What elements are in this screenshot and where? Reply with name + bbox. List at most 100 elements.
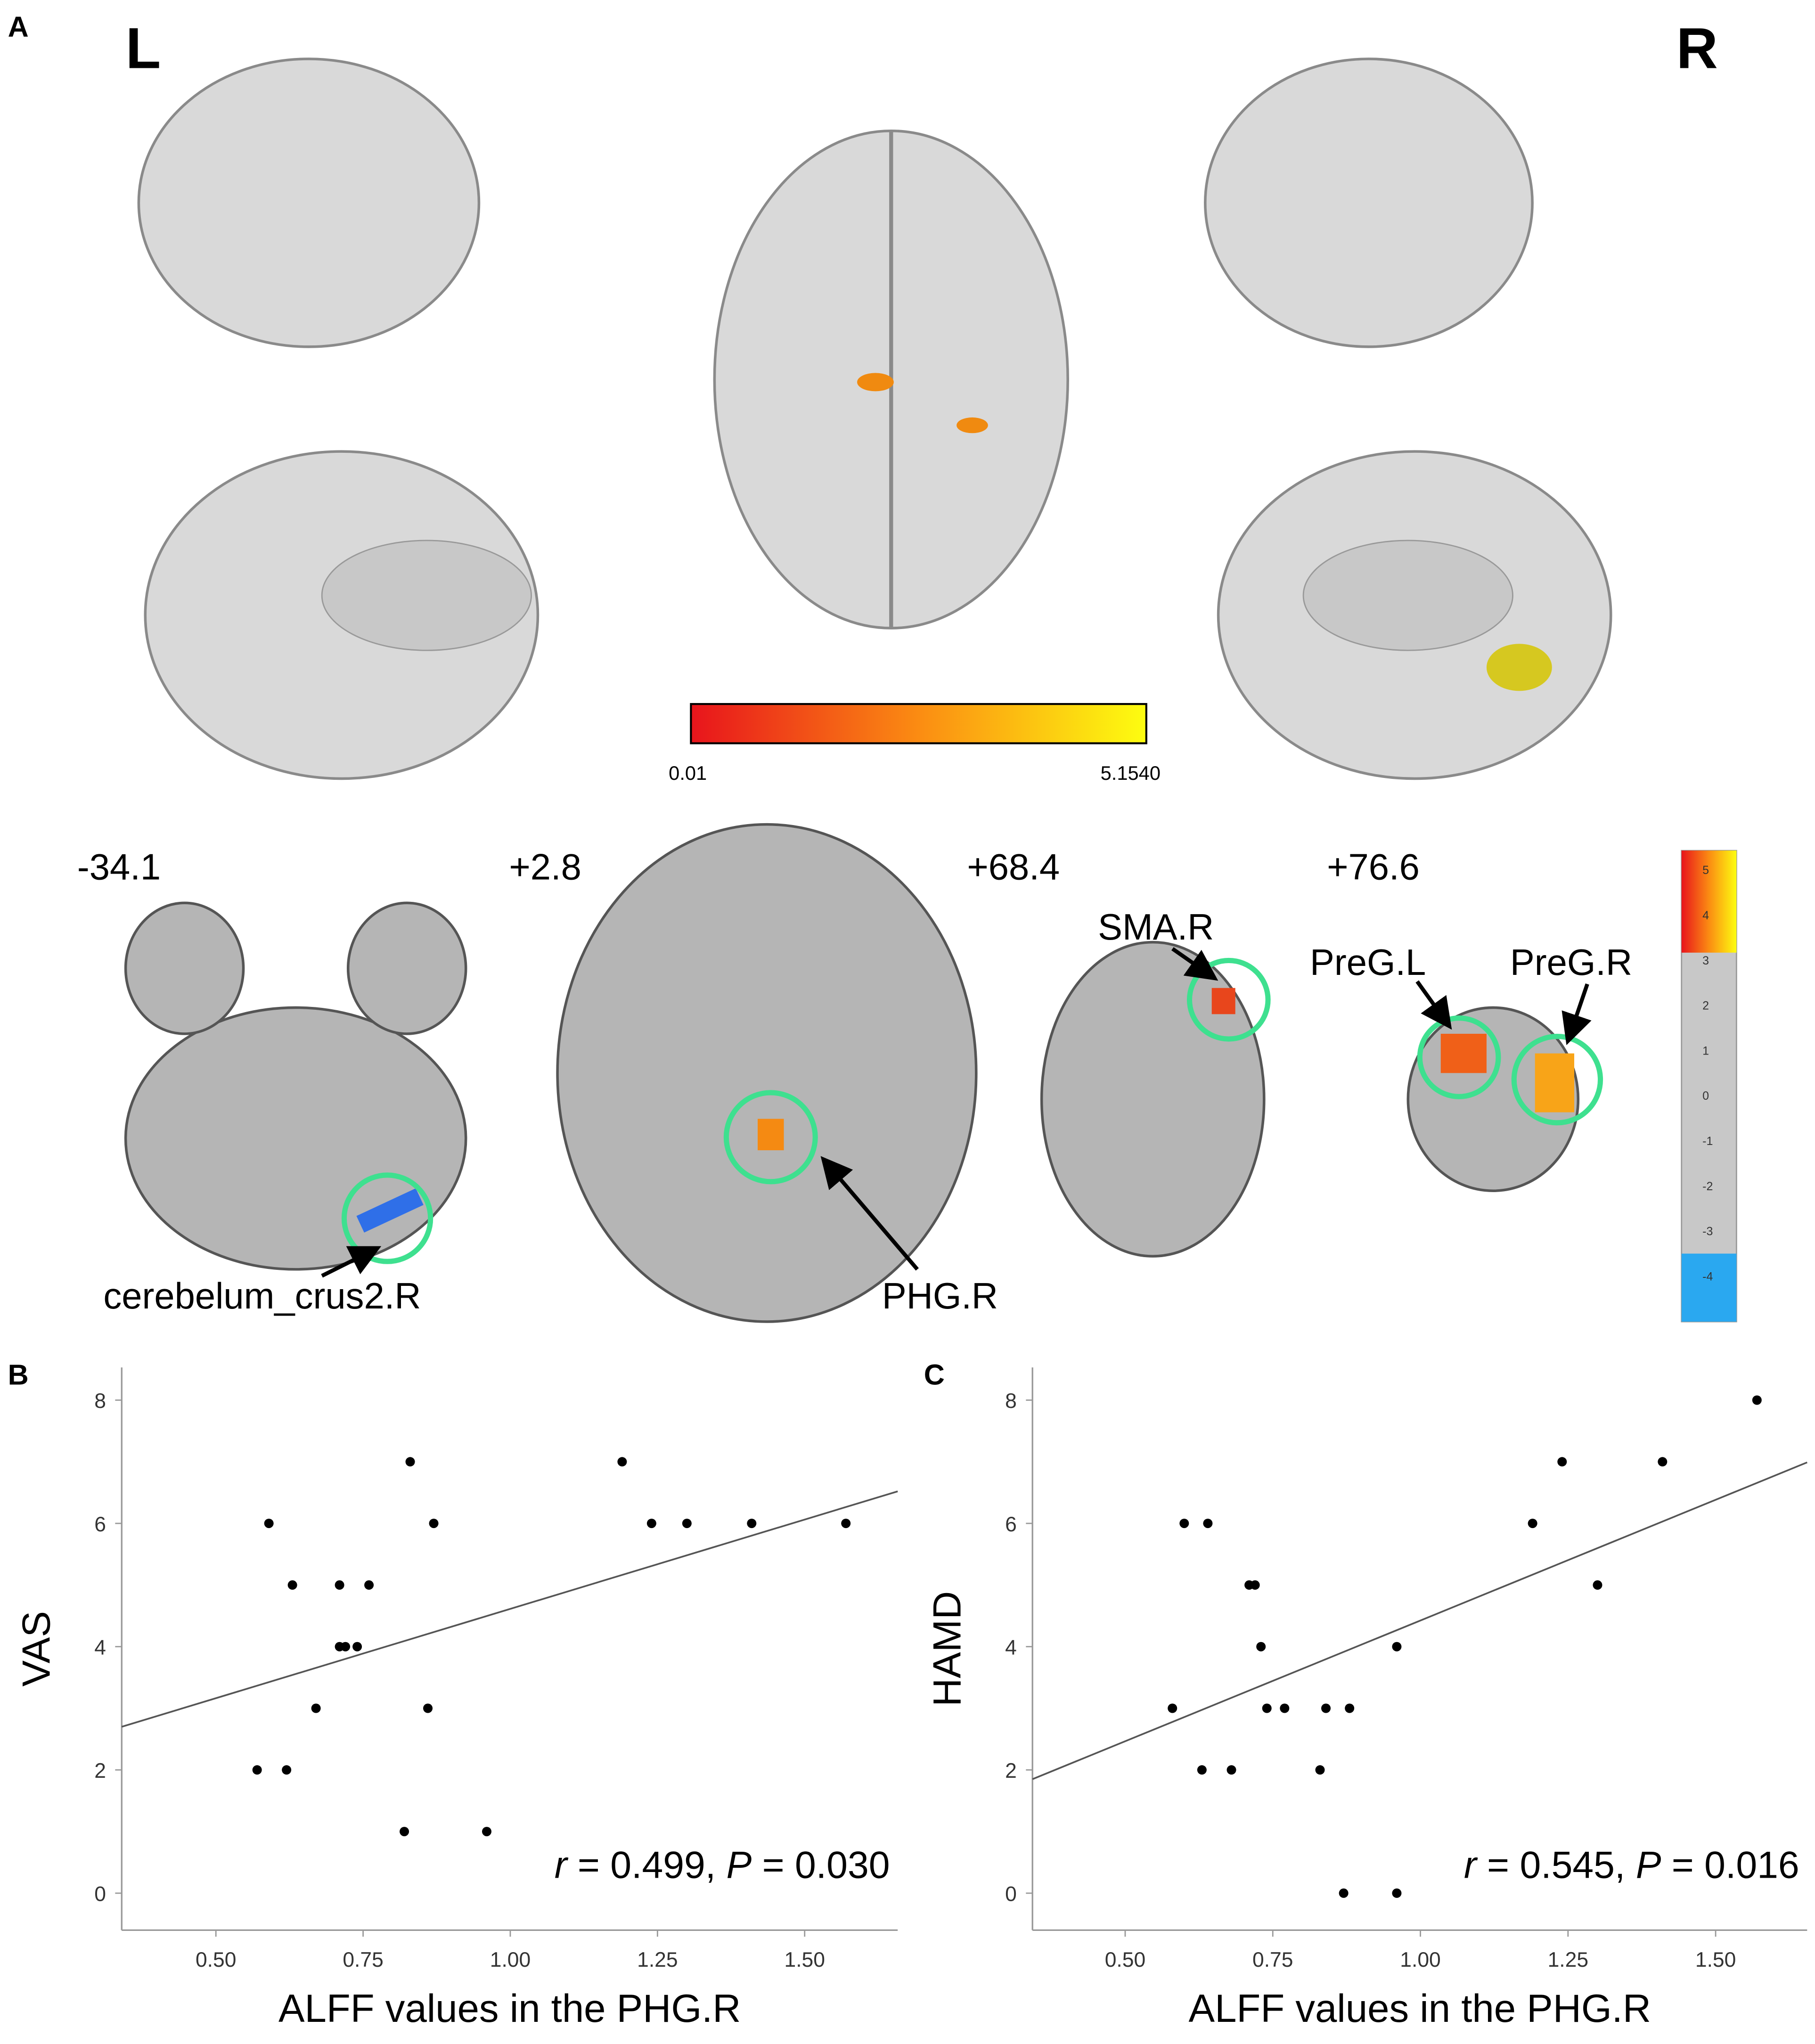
charts: 0 2 4 6 8 0.50 0.75 1.00 1.25 1.50 ALFF values in … bbox=[15, 1367, 1808, 2030]
region-label: PHG.R bbox=[882, 1276, 998, 1316]
y-tick-label: 4 bbox=[94, 1636, 106, 1659]
point bbox=[682, 1519, 692, 1529]
point bbox=[287, 1580, 297, 1590]
scatter-chart: 0 2 4 6 8 0.50 0.75 1.00 1.25 1.50 ALFF values in … bbox=[925, 1367, 1808, 2030]
point bbox=[841, 1519, 851, 1529]
point bbox=[1752, 1395, 1762, 1405]
point bbox=[617, 1457, 627, 1467]
point bbox=[1262, 1703, 1272, 1713]
point bbox=[1345, 1703, 1355, 1713]
panel-label: A bbox=[8, 11, 29, 43]
point bbox=[423, 1703, 433, 1713]
point bbox=[1280, 1703, 1290, 1713]
fit-line bbox=[121, 1490, 898, 1728]
point bbox=[1528, 1519, 1537, 1529]
point bbox=[1179, 1519, 1189, 1529]
stat-part: = 0.545, bbox=[1477, 1844, 1636, 1886]
colorbar-tick-label: 2 bbox=[1702, 999, 1709, 1013]
point bbox=[1315, 1765, 1325, 1775]
region-label: SMA.R bbox=[1098, 907, 1214, 948]
point bbox=[352, 1642, 362, 1652]
point bbox=[400, 1827, 409, 1837]
point bbox=[1392, 1888, 1402, 1898]
stat-part: = 0.499, bbox=[567, 1844, 727, 1886]
colorbar-tick-label: 3 bbox=[1702, 954, 1709, 967]
colorbar-tick-label: -4 bbox=[1702, 1270, 1713, 1283]
x-axis-label: ALFF values in the PHG.R bbox=[278, 1987, 741, 2030]
point bbox=[1593, 1580, 1602, 1590]
x-tick-label: 0.50 bbox=[196, 1948, 236, 1971]
point bbox=[282, 1765, 292, 1775]
region-label: PreG.R bbox=[1510, 942, 1632, 983]
x-tick-label: 0.75 bbox=[1252, 1948, 1293, 1971]
stat-part: P bbox=[727, 1844, 752, 1886]
slice-coord: -34.1 bbox=[77, 847, 161, 887]
point bbox=[1557, 1457, 1567, 1467]
stat-annotation: r = 0.499, P = 0.030 bbox=[555, 1844, 890, 1886]
y-tick-label: 6 bbox=[1005, 1513, 1017, 1536]
y-tick-label: 2 bbox=[94, 1759, 106, 1782]
point bbox=[1203, 1519, 1213, 1529]
point bbox=[311, 1703, 321, 1713]
point bbox=[1321, 1703, 1331, 1713]
stat-part: P bbox=[1636, 1844, 1661, 1886]
x-tick-label: 1.50 bbox=[785, 1948, 825, 1971]
colorbar-tick-label: 4 bbox=[1702, 909, 1709, 922]
region-label: cerebelum_crus2.R bbox=[103, 1276, 421, 1316]
point bbox=[1339, 1888, 1349, 1898]
y-axis-label: VAS bbox=[15, 1611, 58, 1686]
x-tick-label: 1.00 bbox=[490, 1948, 531, 1971]
point bbox=[482, 1827, 491, 1837]
x-tick-label: 1.00 bbox=[1400, 1948, 1440, 1971]
figure-texts: A B C L R 0.01 5.1540 -34.1 +2.8 +68.4 +… bbox=[8, 11, 1718, 1391]
point bbox=[1226, 1765, 1236, 1775]
point bbox=[646, 1519, 656, 1529]
hemisphere-label: L bbox=[126, 16, 161, 80]
brain-surfaces bbox=[137, 57, 1612, 780]
point bbox=[1658, 1457, 1668, 1467]
point bbox=[1168, 1703, 1177, 1713]
point bbox=[747, 1519, 757, 1529]
colorbar-tick-label: 5 bbox=[1702, 864, 1709, 877]
colorbar-tick-label: -3 bbox=[1702, 1225, 1713, 1238]
x-axis-label: ALFF values in the PHG.R bbox=[1189, 1987, 1651, 2030]
stat-part: = 0.030 bbox=[752, 1844, 890, 1886]
hemisphere-label: R bbox=[1676, 16, 1718, 80]
point bbox=[405, 1457, 415, 1467]
point bbox=[335, 1580, 344, 1590]
y-tick-label: 0 bbox=[1005, 1883, 1017, 1906]
x-tick-label: 0.75 bbox=[343, 1948, 383, 1971]
stat-part: = 0.016 bbox=[1661, 1844, 1799, 1886]
point bbox=[264, 1519, 274, 1529]
slice-coord: +2.8 bbox=[509, 847, 581, 887]
panel-label: B bbox=[8, 1358, 29, 1390]
y-tick-label: 6 bbox=[94, 1513, 106, 1536]
y-tick-label: 8 bbox=[94, 1390, 106, 1413]
colorbar-label: 5.1540 bbox=[1101, 762, 1161, 784]
y-tick-label: 0 bbox=[94, 1883, 106, 1906]
colorbar-tick-label: -1 bbox=[1702, 1135, 1713, 1148]
colorbar-tick-label: 1 bbox=[1702, 1044, 1709, 1057]
x-tick-label: 1.50 bbox=[1695, 1948, 1736, 1971]
colorbar-tick-label: 0 bbox=[1702, 1089, 1709, 1103]
colorbar-label: 0.01 bbox=[669, 762, 707, 784]
x-tick-label: 1.25 bbox=[637, 1948, 678, 1971]
point bbox=[429, 1519, 439, 1529]
scatter-chart: 0 2 4 6 8 0.50 0.75 1.00 1.25 1.50 ALFF values in … bbox=[15, 1367, 898, 2030]
x-tick-label: 1.25 bbox=[1548, 1948, 1588, 1971]
slice-coord: +76.6 bbox=[1327, 847, 1420, 887]
x-tick-label: 0.50 bbox=[1105, 1948, 1145, 1971]
stat-part: r bbox=[555, 1844, 569, 1886]
region-label: PreG.L bbox=[1310, 942, 1426, 983]
y-tick-label: 8 bbox=[1005, 1390, 1017, 1413]
colorbar-tick-label: -2 bbox=[1702, 1180, 1713, 1193]
point bbox=[1197, 1765, 1207, 1775]
panel-label: C bbox=[924, 1358, 945, 1390]
y-tick-label: 2 bbox=[1005, 1759, 1017, 1782]
point bbox=[1244, 1580, 1254, 1590]
point bbox=[1392, 1642, 1402, 1652]
slice-coord: +68.4 bbox=[967, 847, 1060, 887]
stat-part: r bbox=[1464, 1844, 1478, 1886]
y-axis-label: HAMD bbox=[925, 1591, 969, 1707]
